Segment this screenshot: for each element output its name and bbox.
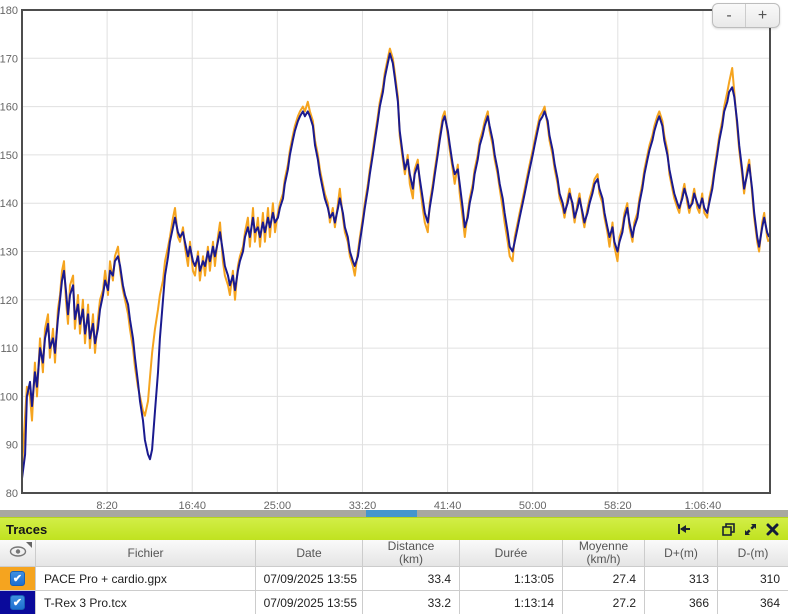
corner-resize-triangle[interactable] bbox=[26, 542, 32, 548]
chart-scrollbar-track[interactable] bbox=[0, 510, 788, 517]
trace-average-speed: 27.2 bbox=[563, 591, 645, 614]
chart-scrollbar-thumb[interactable] bbox=[366, 510, 417, 517]
chart-canvas[interactable]: 80 90 100 110 120 130 140 150 160 170 180 8:20 16:40… bbox=[0, 0, 788, 510]
y-axis-tick-label: 120 bbox=[0, 295, 18, 307]
x-axis-tick-label: 33:20 bbox=[349, 500, 377, 510]
panel-icons bbox=[676, 518, 780, 540]
trace-dminus: 310 bbox=[718, 567, 788, 591]
y-axis-tick-label: 150 bbox=[0, 150, 18, 162]
y-axis-tick-label: 170 bbox=[0, 53, 18, 65]
heart-rate-chart[interactable]: 80 90 100 110 120 130 140 150 160 170 180 8:20 16:40… bbox=[0, 0, 788, 510]
trace-color-swatch: ✔ bbox=[0, 567, 36, 591]
zoom-out-button[interactable]: - bbox=[713, 4, 746, 27]
column-header-date[interactable]: Date bbox=[256, 540, 363, 567]
trace-date: 07/09/2025 13:55 bbox=[256, 591, 363, 614]
table-row: ✔ PACE Pro + cardio.gpx 07/09/2025 13:55… bbox=[0, 567, 788, 591]
column-header-distance[interactable]: Distance (km) bbox=[363, 540, 460, 567]
file-name[interactable]: PACE Pro + cardio.gpx bbox=[36, 567, 256, 591]
y-axis-tick-label: 100 bbox=[0, 391, 18, 403]
panel-title: Traces bbox=[6, 521, 48, 537]
restore-window-icon[interactable] bbox=[720, 521, 736, 537]
trace-dplus: 313 bbox=[645, 567, 718, 591]
visibility-checkbox[interactable]: ✔ bbox=[10, 595, 25, 610]
close-icon[interactable] bbox=[764, 521, 780, 537]
x-axis-tick-label: 25:00 bbox=[264, 500, 292, 510]
column-header-average[interactable]: Moyenne (km/h) bbox=[563, 540, 645, 567]
x-axis-tick-label: 16:40 bbox=[178, 500, 206, 510]
column-header-file[interactable]: Fichier bbox=[36, 540, 256, 567]
trace-color-swatch: ✔ bbox=[0, 591, 36, 614]
expand-icon[interactable] bbox=[742, 521, 758, 537]
plot-border bbox=[21, 9, 771, 494]
x-axis-tick-label: 41:40 bbox=[434, 500, 462, 510]
collapse-left-icon[interactable] bbox=[676, 521, 692, 537]
trace-average-speed: 27.4 bbox=[563, 567, 645, 591]
x-axis-tick-label: 50:00 bbox=[519, 500, 547, 510]
table-row: ✔ T-Rex 3 Pro.tcx 07/09/2025 13:55 33.2 … bbox=[0, 591, 788, 614]
y-axis-tick-label: 90 bbox=[6, 440, 18, 452]
traces-table: Fichier Date Distance (km) Durée Moyenne… bbox=[0, 540, 788, 614]
trace-dplus: 366 bbox=[645, 591, 718, 614]
trace-date: 07/09/2025 13:55 bbox=[256, 567, 363, 591]
column-header-duration[interactable]: Durée bbox=[460, 540, 563, 567]
trace-duration: 1:13:14 bbox=[460, 591, 563, 614]
column-header-dplus[interactable]: D+(m) bbox=[645, 540, 718, 567]
zoom-in-button[interactable]: + bbox=[746, 4, 779, 27]
trace-distance: 33.2 bbox=[363, 591, 460, 614]
eye-icon bbox=[9, 546, 27, 560]
x-axis-tick-label: 8:20 bbox=[96, 500, 117, 510]
table-header-row: Fichier Date Distance (km) Durée Moyenne… bbox=[0, 540, 788, 567]
column-header-visibility[interactable] bbox=[0, 540, 36, 567]
y-axis-tick-label: 140 bbox=[0, 198, 18, 210]
file-name[interactable]: T-Rex 3 Pro.tcx bbox=[36, 591, 256, 614]
pace-pro-trace bbox=[21, 47, 770, 469]
t-rex-trace bbox=[21, 52, 771, 479]
column-header-dminus[interactable]: D-(m) bbox=[718, 540, 788, 567]
y-axis-tick-label: 110 bbox=[0, 343, 18, 355]
trace-dminus: 364 bbox=[718, 591, 788, 614]
zoom-controls: - + bbox=[712, 3, 780, 28]
trace-distance: 33.4 bbox=[363, 567, 460, 591]
y-axis-tick-label: 180 bbox=[0, 5, 18, 17]
x-axis-tick-label: 58:20 bbox=[604, 500, 632, 510]
traces-panel-header: Traces bbox=[0, 517, 788, 540]
x-axis-tick-label: 1:06:40 bbox=[685, 500, 722, 510]
trace-duration: 1:13:05 bbox=[460, 567, 563, 591]
y-axis-tick-label: 80 bbox=[6, 488, 18, 500]
y-axis-tick-label: 130 bbox=[0, 247, 18, 259]
y-axis-tick-label: 160 bbox=[0, 102, 18, 114]
visibility-checkbox[interactable]: ✔ bbox=[10, 571, 25, 586]
